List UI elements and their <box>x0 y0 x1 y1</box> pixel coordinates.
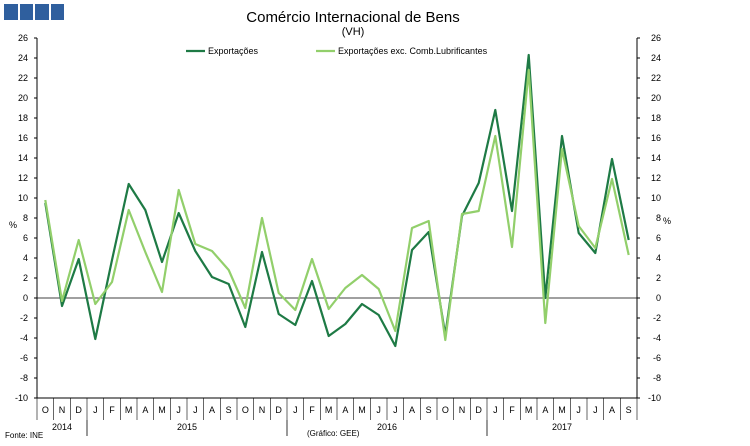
x-tick-label: A <box>609 405 615 415</box>
x-tick-label: A <box>342 405 348 415</box>
x-tick-label: M <box>358 405 366 415</box>
x-tick-label: M <box>125 405 133 415</box>
y-tick-left-label: 24 <box>18 53 28 63</box>
y-tick-left-label: -6 <box>20 353 28 363</box>
x-tick-label: O <box>442 405 449 415</box>
year-label: 2016 <box>377 422 397 432</box>
legend-label-1: Exportações <box>208 46 259 56</box>
x-tick-label: M <box>558 405 566 415</box>
x-tick-label: N <box>59 405 66 415</box>
y-tick-left-label: 22 <box>18 73 28 83</box>
x-tick-label: S <box>626 405 632 415</box>
x-tick-label: J <box>93 405 98 415</box>
x-tick-label: M <box>158 405 166 415</box>
y-tick-right-label: 8 <box>656 213 661 223</box>
y-tick-left-label: -10 <box>15 393 28 403</box>
x-tick-label: A <box>542 405 548 415</box>
y-tick-right-label: 24 <box>651 53 661 63</box>
x-tick-label: J <box>193 405 198 415</box>
y-tick-left-label: 8 <box>23 213 28 223</box>
y-tick-left-label: 18 <box>18 113 28 123</box>
y-tick-left-label: 20 <box>18 93 28 103</box>
y-tick-left-label: 26 <box>18 33 28 43</box>
y-tick-left-label: 6 <box>23 233 28 243</box>
y-tick-left-label: 14 <box>18 153 28 163</box>
y-tick-right-label: 0 <box>656 293 661 303</box>
x-tick-label: J <box>576 405 581 415</box>
y-tick-right-label: 2 <box>656 273 661 283</box>
y-tick-right-label: -6 <box>653 353 661 363</box>
x-tick-label: M <box>525 405 533 415</box>
y-tick-right-label: 16 <box>651 133 661 143</box>
x-tick-label: A <box>409 405 415 415</box>
y-tick-right-label: -2 <box>653 313 661 323</box>
x-tick-label: A <box>142 405 148 415</box>
y-tick-right-label: -4 <box>653 333 661 343</box>
x-tick-label: O <box>242 405 249 415</box>
x-tick-label: D <box>475 405 482 415</box>
x-tick-label: D <box>275 405 282 415</box>
year-label: 2014 <box>52 422 72 432</box>
y-tick-left-label: 12 <box>18 173 28 183</box>
y-axis-label-left: % <box>9 220 17 230</box>
y-tick-right-label: 20 <box>651 93 661 103</box>
y-tick-left-label: 2 <box>23 273 28 283</box>
y-tick-left-label: -8 <box>20 373 28 383</box>
x-tick-label: A <box>209 405 215 415</box>
x-tick-label: O <box>42 405 49 415</box>
y-tick-right-label: 12 <box>651 173 661 183</box>
x-tick-label: F <box>109 405 115 415</box>
x-tick-label: F <box>509 405 515 415</box>
x-tick-label: S <box>426 405 432 415</box>
credit-note: (Gráfico: GEE) <box>307 429 360 438</box>
chart-subtitle: (VH) <box>342 26 365 38</box>
y-tick-left-label: 16 <box>18 133 28 143</box>
chart-title: Comércio Internacional de Bens <box>246 9 459 26</box>
x-tick-label: J <box>593 405 598 415</box>
y-axis-label-right: % <box>663 216 671 226</box>
logo <box>4 4 64 20</box>
x-tick-label: D <box>75 405 82 415</box>
x-tick-label: F <box>309 405 315 415</box>
y-tick-left-label: 4 <box>23 253 28 263</box>
y-tick-right-label: 6 <box>656 233 661 243</box>
y-tick-right-label: 14 <box>651 153 661 163</box>
y-tick-right-label: 22 <box>651 73 661 83</box>
source-note: Fonte: INE <box>5 431 43 440</box>
y-tick-left-label: 10 <box>18 193 28 203</box>
y-tick-left-label: -2 <box>20 313 28 323</box>
y-tick-left-label: -4 <box>20 333 28 343</box>
y-tick-right-label: 18 <box>651 113 661 123</box>
series-line-2 <box>44 68 630 342</box>
y-tick-right-label: -10 <box>648 393 661 403</box>
y-tick-right-label: -8 <box>653 373 661 383</box>
series-line-1 <box>44 53 630 348</box>
y-tick-left-label: 0 <box>23 293 28 303</box>
x-tick-label: J <box>376 405 381 415</box>
x-tick-label: J <box>493 405 498 415</box>
x-tick-label: J <box>293 405 298 415</box>
year-label: 2015 <box>177 422 197 432</box>
x-tick-label: S <box>226 405 232 415</box>
x-tick-label: J <box>393 405 398 415</box>
y-tick-right-label: 4 <box>656 253 661 263</box>
x-tick-label: M <box>325 405 333 415</box>
x-tick-label: N <box>259 405 266 415</box>
y-tick-right-label: 26 <box>651 33 661 43</box>
y-tick-right-label: 10 <box>651 193 661 203</box>
x-tick-label: J <box>176 405 181 415</box>
year-label: 2017 <box>552 422 572 432</box>
x-tick-label: N <box>459 405 466 415</box>
legend-label-2: Exportações exc. Comb.Lubrificantes <box>338 46 488 56</box>
